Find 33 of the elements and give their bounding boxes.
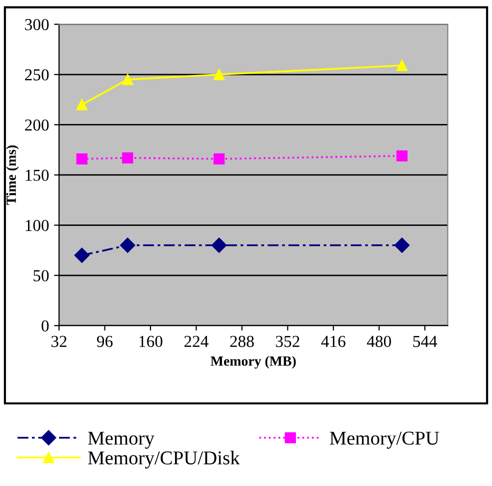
y-tick-label: 250 [25,69,49,80]
legend-label: Memory [88,432,154,449]
y-tick-label: 200 [25,119,49,131]
legend-label: Memory/CPU [330,432,440,449]
x-tick-label: 224 [184,336,208,347]
y-tick-label: 50 [34,270,49,282]
x-tick-label: 96 [96,336,113,348]
y-tick-label: 300 [25,19,49,30]
y-tick-label: 150 [26,170,49,181]
x-tick-label: 288 [230,336,254,348]
x-tick-label: 480 [366,336,391,348]
x-tick-label: 160 [139,336,162,348]
point [396,60,408,72]
point [122,74,134,86]
point [214,68,225,80]
x-axis-title: Memory (MB) [210,356,296,369]
x-tick-label: 544 [413,336,438,348]
point [212,238,227,253]
point [394,238,410,253]
point [122,152,134,164]
point [76,153,88,164]
y-axis-title: Time (ms) [6,145,19,205]
point [214,153,225,164]
y-tick-label: 0 [42,320,49,332]
x-tick-label: 416 [321,336,346,348]
point [74,248,90,263]
point [396,150,408,162]
point [76,99,88,110]
legend-label: Memory/CPU/Disk [88,450,240,468]
x-tick-label: 32 [52,336,66,348]
point [120,238,136,253]
x-tick-label: 352 [276,336,300,348]
y-tick-label: 100 [26,220,49,232]
